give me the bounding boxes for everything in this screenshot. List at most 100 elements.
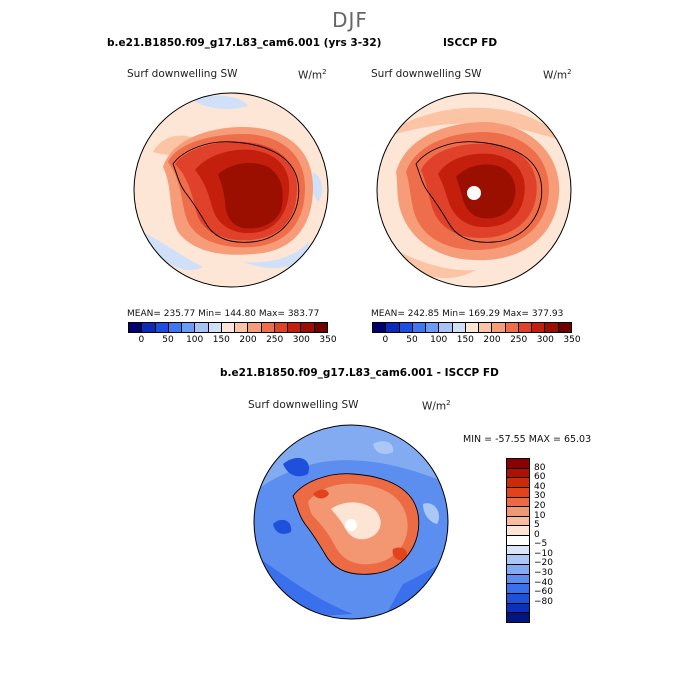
- colorbar-3-swatch-13: [507, 584, 529, 594]
- colorbar-3-swatch-14: [507, 593, 529, 604]
- panel-1-title: b.e21.B1850.f09_g17.L83_cam6.001 (yrs 3-…: [107, 37, 382, 49]
- colorbar-1-swatch-0: [129, 323, 143, 332]
- colorbar-2-swatch-0: [373, 323, 387, 332]
- panel-3-polar-map: [253, 424, 449, 620]
- map-3-weak-negative: [423, 503, 440, 524]
- colorbar-3-tick-label: −30: [534, 568, 553, 579]
- colorbar-3-tick-label: 5: [534, 520, 540, 531]
- colorbar-3-tick-label: −10: [534, 548, 553, 559]
- panel-2-stats: MEAN= 242.85 Min= 169.29 Max= 377.93: [371, 309, 564, 319]
- colorbar-2-tick-label: 50: [406, 335, 418, 345]
- colorbar-3-tick-label: 80: [534, 462, 546, 473]
- colorbar-2-tick-label: 150: [456, 335, 474, 345]
- colorbar-2-tick-label: 250: [510, 335, 528, 345]
- colorbar-1-tick-label: 150: [212, 335, 230, 345]
- colorbar-3-tick-label: 30: [534, 491, 546, 502]
- panel-1-field-label: Surf downwelling SW: [127, 68, 238, 80]
- colorbar-1-swatch-1: [142, 323, 156, 332]
- colorbar-2-swatch-3: [412, 323, 427, 332]
- colorbar-2-swatch-14: [558, 323, 571, 332]
- colorbar-1-swatch-6: [208, 323, 222, 332]
- page-title: DJF: [332, 8, 368, 32]
- colorbar-1-tick-label: 100: [186, 335, 204, 345]
- colorbar-2-swatch-11: [518, 323, 533, 332]
- colorbar-3-swatch-16: [507, 613, 529, 622]
- map-3-weak-negative: [373, 441, 394, 454]
- colorbar-1-swatch-2: [155, 323, 169, 332]
- panel-3-field-label: Surf downwelling SW: [248, 399, 359, 411]
- colorbar-3-swatch-4: [507, 497, 529, 508]
- map-2-pole-missing-data: [467, 186, 481, 200]
- colorbar-3-tick-label: 20: [534, 500, 546, 511]
- colorbar-1-swatch-11: [274, 323, 289, 332]
- colorbar-2-swatch-9: [492, 323, 506, 332]
- colorbar-1-tick-label: 50: [162, 335, 174, 345]
- colorbar-1-swatch-7: [221, 323, 236, 332]
- colorbar-1-swatches: [128, 322, 328, 333]
- panel-2-field-label: Surf downwelling SW: [371, 68, 482, 80]
- colorbar-3-tick-label: 60: [534, 472, 546, 483]
- colorbar-3-tick-label: −40: [534, 577, 553, 588]
- colorbar-2-swatch-8: [479, 323, 493, 332]
- colorbar-2-swatch-13: [545, 323, 559, 332]
- panel-1-polar-map: [133, 92, 329, 288]
- panel-3-units: W/m2: [422, 399, 451, 413]
- panel-2-polar-map: [376, 92, 572, 288]
- colorbar-1-swatch-4: [182, 323, 196, 332]
- colorbar-2-tick-labels: 0 50 100 150 200 250 300 350: [372, 333, 580, 345]
- colorbar-1-tick-label: 300: [292, 335, 310, 345]
- map-1-contour-350: [218, 162, 283, 229]
- colorbar-2-tick-label: 350: [563, 335, 581, 345]
- colorbar-3-swatches: [506, 458, 530, 623]
- colorbar-3-swatch-5: [507, 507, 529, 517]
- colorbar-2-swatch-6: [452, 323, 466, 332]
- colorbar-3-tick-label: −20: [534, 558, 553, 569]
- colorbar-2-swatch-7: [465, 323, 480, 332]
- colorbar-1-swatch-10: [261, 323, 275, 332]
- colorbar-3-swatch-0: [507, 459, 529, 469]
- map-3-near-zero-core: [331, 502, 381, 540]
- map-3-strong-negative: [283, 457, 309, 477]
- colorbar-1-tick-label: 200: [239, 335, 257, 345]
- colorbar-3-swatch-1: [507, 468, 529, 479]
- map-3-antarctica-coastline: [292, 473, 420, 575]
- colorbar-3-swatch-9: [507, 545, 529, 556]
- panel-1-units: W/m2: [298, 68, 327, 82]
- panel-2-title: ISCCP FD: [443, 37, 498, 49]
- panel-1-stats: MEAN= 235.77 Min= 144.80 Max= 383.77: [127, 309, 320, 319]
- colorbar-2-swatch-4: [426, 323, 440, 332]
- map-1-low-sw-region: [310, 172, 323, 202]
- map-1-low-sw-region: [193, 95, 248, 109]
- colorbar-3-swatch-3: [507, 487, 529, 498]
- colorbar-3-tick-label: 40: [534, 481, 546, 492]
- map-1-boundary: [133, 92, 329, 288]
- colorbar-3-tick-label: −80: [534, 596, 553, 607]
- colorbar-2: 0 50 100 150 200 250 300 350: [372, 322, 581, 345]
- colorbar-3-swatch-12: [507, 574, 529, 585]
- colorbar-3-tick-label: −5: [534, 539, 548, 550]
- colorbar-3-tick-labels: 80 60 40 30 20 10 5 0 −5 −10 −20 −30 −40 −60 −80: [534, 458, 574, 621]
- colorbar-3-swatch-10: [507, 555, 529, 566]
- colorbar-2-swatch-1: [386, 323, 400, 332]
- colorbar-2-swatch-10: [505, 323, 519, 332]
- colorbar-3: [506, 458, 530, 623]
- colorbar-1-swatch-9: [248, 323, 262, 332]
- colorbar-2-tick-label: 100: [430, 335, 448, 345]
- map-2-moderate-region: [381, 107, 566, 142]
- colorbar-1-tick-label: 350: [319, 335, 337, 345]
- colorbar-1: 0 50 100 150 200 250 300 350: [128, 322, 337, 345]
- colorbar-3-tick-label: −60: [534, 587, 553, 598]
- colorbar-1-swatch-3: [168, 323, 183, 332]
- colorbar-2-tick-label: 200: [483, 335, 501, 345]
- map-3-positive-peak: [313, 489, 329, 499]
- colorbar-1-swatch-8: [235, 323, 249, 332]
- map-3-negative-region: [254, 425, 448, 494]
- map-2-contour-350: [456, 164, 516, 219]
- map-1-antarctica-coastline: [172, 141, 300, 243]
- map-1-low-sw-region: [243, 242, 309, 269]
- colorbar-1-tick-label: 250: [266, 335, 284, 345]
- colorbar-3-swatch-11: [507, 565, 529, 575]
- panel-2-units: W/m2: [543, 68, 572, 82]
- colorbar-2-tick-label: 300: [536, 335, 554, 345]
- colorbar-3-swatch-15: [507, 603, 529, 614]
